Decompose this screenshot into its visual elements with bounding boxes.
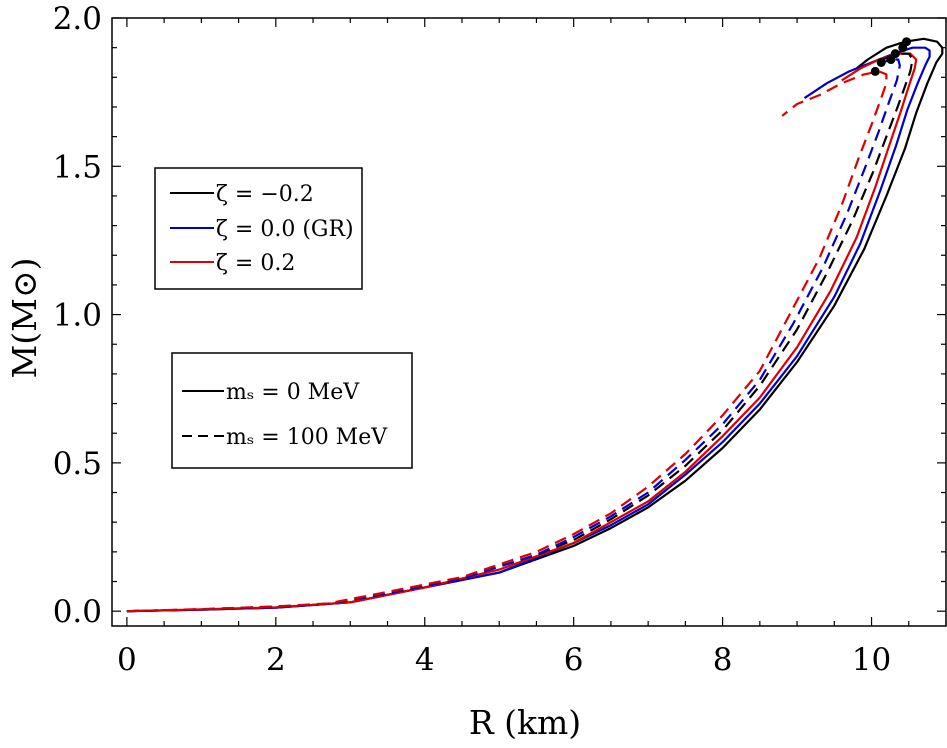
max-mass-point	[898, 43, 908, 53]
y-tick-label: 2.0	[53, 1, 102, 37]
x-tick-label: 0	[117, 642, 137, 678]
x-tick-label: 8	[713, 642, 733, 678]
series-layer	[126, 37, 944, 613]
x-tick-label: 2	[266, 642, 286, 678]
max-mass-point	[886, 55, 896, 65]
legend-ms-label-1: mₛ = 100 MeV	[226, 425, 388, 450]
x-tick-label: 10	[852, 642, 891, 678]
legend-zeta: ζ = −0.2 ζ = 0.0 (GR) ζ = 0.2	[154, 167, 363, 290]
x-tick-label: 6	[564, 642, 584, 678]
y-tick-label: 0.5	[53, 446, 102, 482]
max-mass-point	[876, 57, 886, 67]
series-line-1	[126, 46, 931, 613]
legend-zeta-label-1: ζ = 0.0 (GR)	[216, 217, 354, 242]
legend-zeta-label-0: ζ = −0.2	[216, 182, 314, 207]
y-tick-label: 1.0	[53, 298, 102, 334]
plot-frame	[111, 17, 947, 627]
y-tick-label: 0.0	[53, 594, 102, 630]
series-line-0	[126, 37, 944, 613]
x-axis-label: R (km)	[469, 703, 581, 742]
ticks-layer: 0 2 4 6 8 10 0.0 0.5 1.0 1.5 2.0	[53, 1, 947, 678]
series-line-5	[126, 70, 888, 613]
max-mass-point	[870, 66, 880, 76]
legend-zeta-label-2: ζ = 0.2	[216, 251, 295, 276]
legend-ms: mₛ = 0 MeV mₛ = 100 MeV	[171, 352, 413, 469]
max-mass-points	[870, 37, 912, 76]
axes-frame	[111, 17, 947, 627]
legend-ms-box	[171, 352, 413, 469]
y-axis-label: M(M⊙)	[5, 258, 44, 379]
series-line-2	[126, 52, 918, 613]
y-tick-label: 1.5	[53, 149, 102, 185]
series-line-4	[126, 58, 901, 613]
legend-ms-label-0: mₛ = 0 MeV	[226, 380, 360, 405]
x-tick-label: 4	[415, 642, 435, 678]
series-line-3	[126, 52, 914, 613]
